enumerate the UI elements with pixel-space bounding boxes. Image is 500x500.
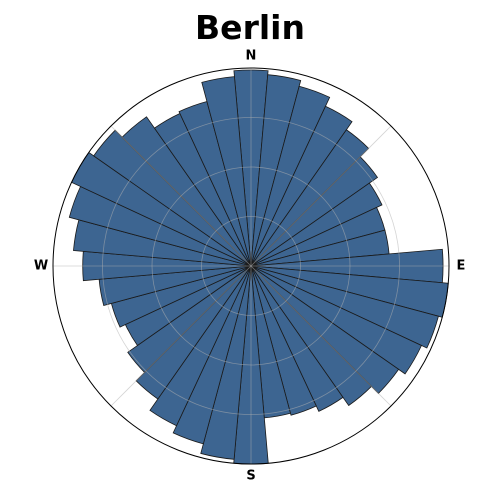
angular-gridline	[110, 265, 252, 407]
direction-labels: N E S W	[34, 49, 466, 484]
grid-layer	[53, 68, 449, 464]
bar-sector-200	[172, 265, 252, 445]
bar-sector-20	[250, 85, 331, 267]
bar-sector-150	[250, 265, 344, 412]
bar-sector-110	[250, 265, 439, 349]
chart-title: Berlin	[195, 8, 305, 47]
bar-sector-160	[250, 265, 317, 416]
angular-gridline	[250, 125, 392, 267]
bar-sector-30	[250, 105, 353, 267]
bar-sector-210	[149, 265, 252, 427]
bar-sector-120	[250, 265, 423, 375]
angular-gridline	[110, 125, 252, 267]
direction-label-s: S	[246, 469, 255, 484]
direction-label-w: W	[34, 259, 48, 274]
angular-gridline	[250, 265, 392, 407]
bar-sector-60	[250, 182, 383, 267]
direction-label-e: E	[457, 259, 466, 274]
polar-frame	[52, 67, 450, 465]
bar-sector-350	[201, 76, 252, 267]
direction-label-n: N	[246, 49, 257, 64]
